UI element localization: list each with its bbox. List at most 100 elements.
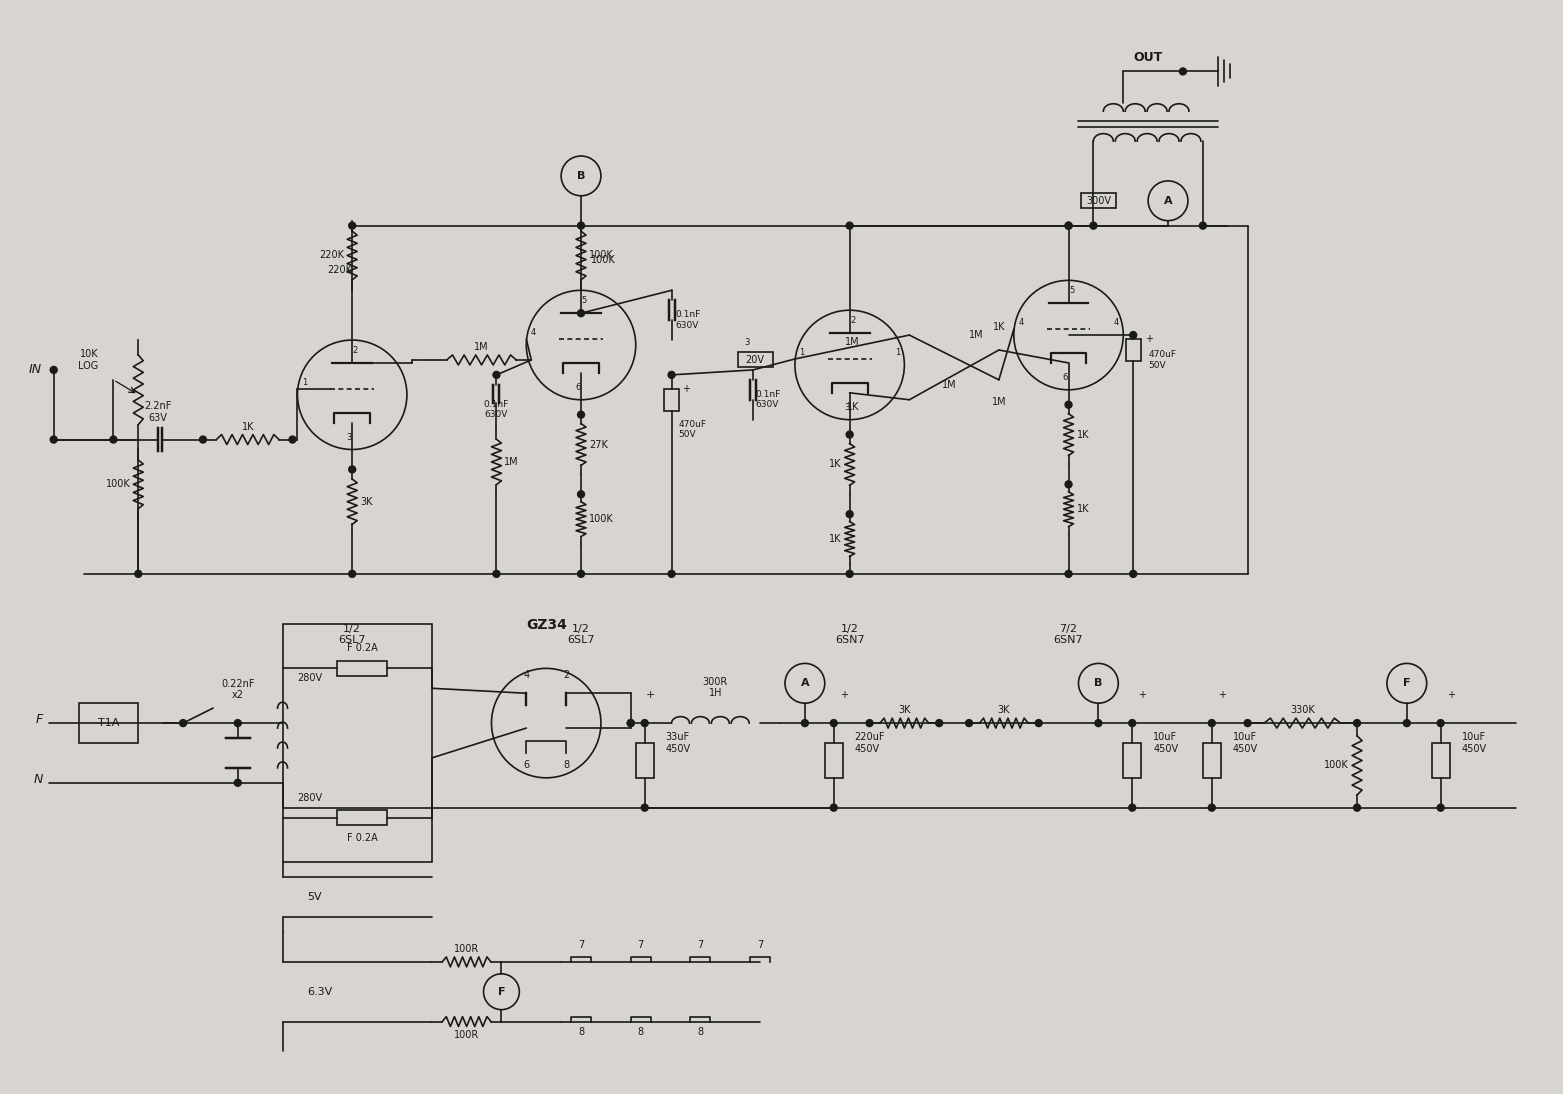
Circle shape [492, 570, 500, 578]
Bar [338, 661, 388, 676]
Text: 8: 8 [563, 760, 569, 770]
Text: A: A [1164, 196, 1172, 206]
Text: 4: 4 [524, 671, 530, 680]
Text: GZ34: GZ34 [525, 618, 567, 631]
Circle shape [578, 411, 585, 418]
Text: 20V: 20V [746, 354, 764, 365]
Text: F: F [1404, 678, 1410, 688]
Text: 100K: 100K [589, 251, 614, 260]
Text: 1M: 1M [991, 397, 1007, 407]
Circle shape [349, 466, 356, 473]
Text: 300V: 300V [1086, 196, 1111, 206]
Circle shape [846, 222, 853, 229]
Text: 1/2
6SL7: 1/2 6SL7 [567, 624, 596, 645]
Text: 1: 1 [799, 348, 805, 357]
Circle shape [50, 366, 58, 373]
Text: 1K: 1K [241, 421, 253, 432]
Text: F: F [34, 713, 42, 726]
Text: 1M: 1M [942, 380, 957, 389]
Text: 100K: 100K [1324, 760, 1349, 770]
Text: 4: 4 [1114, 318, 1119, 327]
Circle shape [578, 491, 585, 498]
Circle shape [830, 804, 838, 811]
Circle shape [234, 779, 241, 787]
Text: 220K: 220K [327, 266, 352, 276]
Text: 27K: 27K [589, 440, 608, 450]
Text: 3: 3 [746, 338, 750, 347]
Text: 1K: 1K [993, 322, 1005, 333]
Text: 100R: 100R [453, 944, 480, 954]
Text: 1M: 1M [846, 337, 860, 347]
Circle shape [1130, 331, 1136, 338]
Bar [283, 624, 431, 862]
Text: 3K: 3K [899, 706, 911, 715]
Text: A: A [800, 678, 810, 688]
Text: 100K: 100K [589, 514, 614, 524]
Bar [1082, 194, 1116, 208]
Bar [338, 811, 388, 825]
Text: 1: 1 [894, 348, 900, 357]
Text: +: + [1447, 690, 1455, 700]
Text: 100R: 100R [453, 1029, 480, 1039]
Text: 100K: 100K [591, 256, 616, 266]
Text: +: + [683, 384, 691, 394]
Text: 5: 5 [1069, 287, 1074, 295]
Text: 1M: 1M [505, 457, 519, 467]
Circle shape [1064, 481, 1072, 488]
Circle shape [936, 720, 942, 726]
Circle shape [578, 570, 585, 578]
Text: B: B [577, 171, 585, 181]
Text: 0.1nF
630V: 0.1nF 630V [675, 311, 700, 330]
Circle shape [866, 720, 874, 726]
Text: +: + [1138, 690, 1146, 700]
Text: 10uF
450V: 10uF 450V [1461, 732, 1486, 754]
Circle shape [1199, 222, 1207, 229]
Text: 8: 8 [578, 1026, 585, 1036]
Text: +: + [1218, 690, 1225, 700]
Circle shape [1208, 804, 1216, 811]
Text: 220uF
450V: 220uF 450V [855, 732, 885, 754]
Circle shape [830, 720, 838, 726]
Circle shape [1180, 68, 1186, 74]
Text: 1K: 1K [830, 459, 842, 469]
Circle shape [200, 437, 206, 443]
Text: 7: 7 [638, 940, 644, 950]
Text: 2.2nF
63V: 2.2nF 63V [144, 401, 172, 422]
Text: 7: 7 [578, 940, 585, 950]
Bar [636, 743, 653, 778]
Circle shape [492, 371, 500, 379]
Text: 7: 7 [697, 940, 703, 950]
Circle shape [1436, 804, 1444, 811]
Text: +: + [1146, 334, 1153, 344]
Text: N: N [34, 772, 44, 785]
Text: 8: 8 [697, 1026, 703, 1036]
Circle shape [180, 720, 186, 726]
Text: 220K: 220K [319, 251, 344, 260]
Bar [1204, 743, 1221, 778]
Circle shape [1128, 804, 1136, 811]
Text: 0.1nF
630V: 0.1nF 630V [755, 391, 780, 409]
Text: 2: 2 [850, 316, 855, 325]
Circle shape [109, 437, 117, 443]
Text: 5V: 5V [308, 893, 322, 903]
Circle shape [1089, 222, 1097, 229]
Text: IN: IN [28, 363, 42, 376]
Text: 470uF
50V: 470uF 50V [1149, 350, 1175, 370]
Circle shape [578, 310, 585, 316]
Text: 4: 4 [531, 328, 536, 337]
Text: +: + [839, 690, 847, 700]
Circle shape [846, 570, 853, 578]
Text: 3K: 3K [997, 706, 1010, 715]
Bar [825, 743, 842, 778]
Circle shape [1436, 720, 1444, 726]
Circle shape [1354, 720, 1360, 726]
Circle shape [627, 720, 635, 726]
Circle shape [134, 570, 142, 578]
Circle shape [641, 720, 649, 726]
Text: F 0.2A: F 0.2A [347, 643, 378, 653]
Bar [1432, 743, 1449, 778]
Text: OUT: OUT [1133, 51, 1163, 65]
Text: 1K: 1K [1077, 430, 1089, 440]
Circle shape [1064, 222, 1072, 229]
Text: 1M: 1M [474, 342, 489, 352]
